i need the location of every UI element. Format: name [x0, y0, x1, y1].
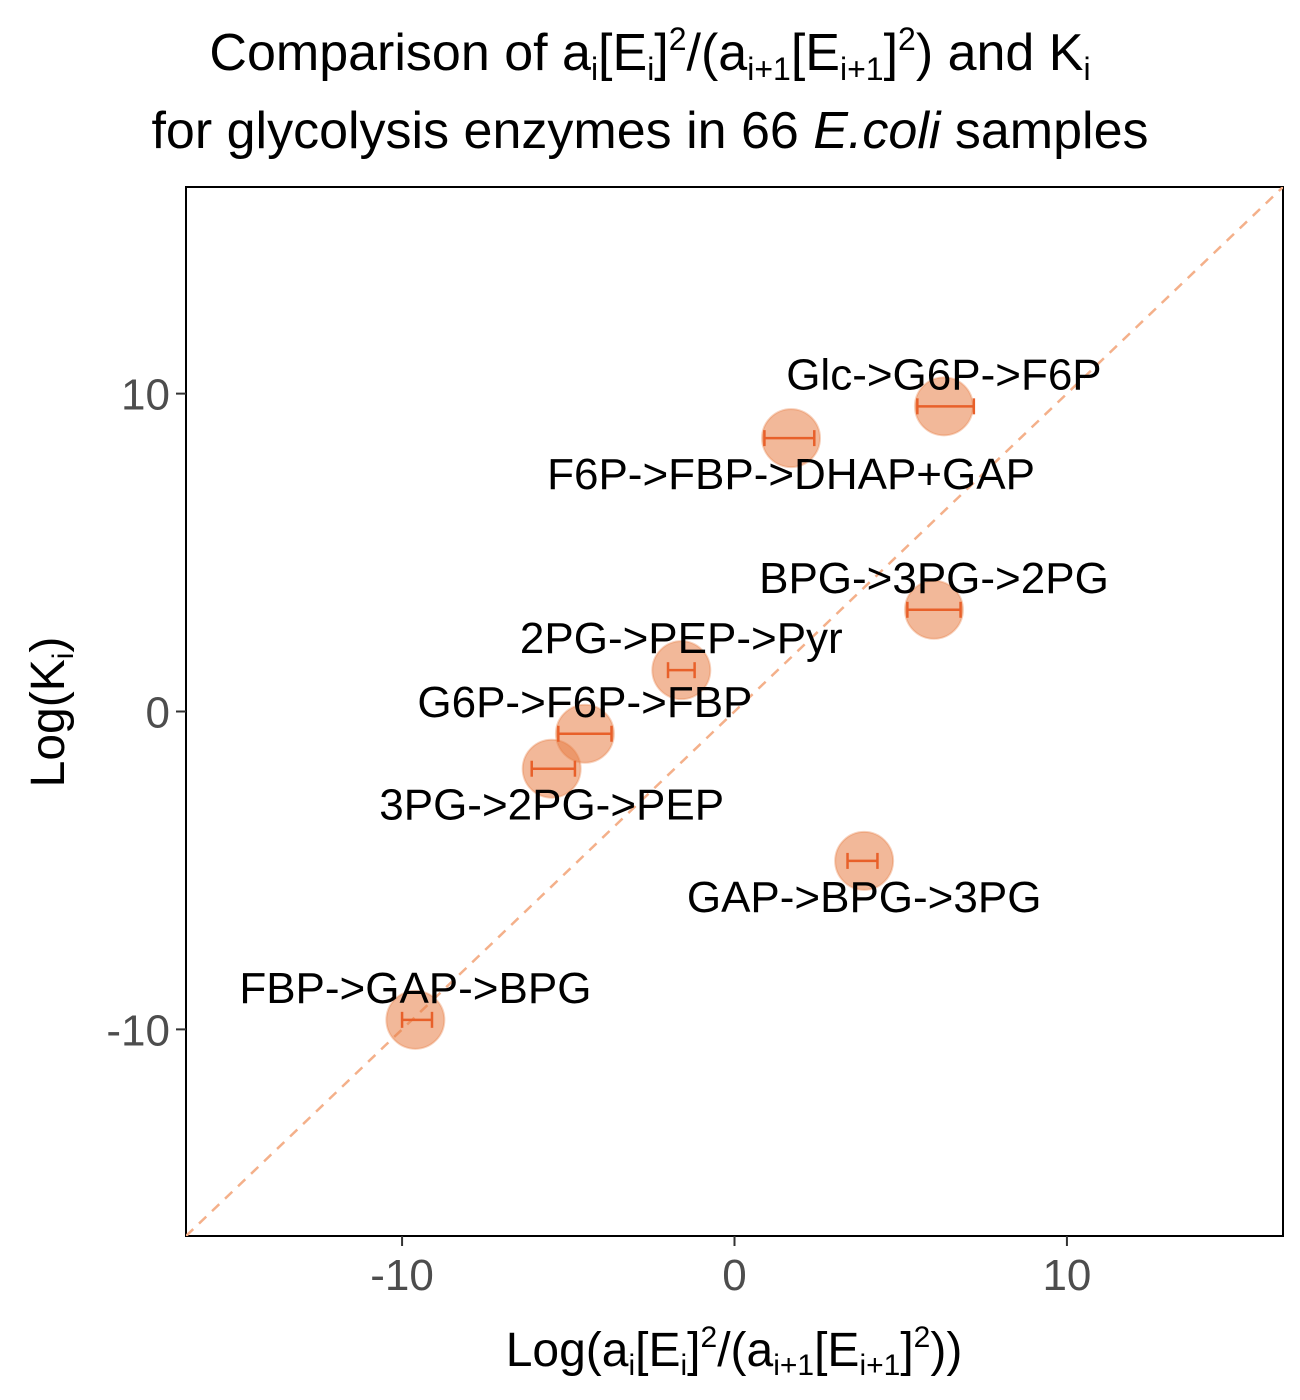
title1-part6: ] [884, 24, 898, 82]
errorbar-gap-bpg-3pg [846, 852, 879, 869]
xlabel-prefix: Log(a [506, 1324, 629, 1377]
title1-sub3: i+1 [747, 51, 791, 87]
xlabel-part4: /(a [717, 1324, 773, 1377]
errorbar-g6p-f6p-fbp [557, 725, 613, 742]
errorbar-bpg-3pg-2pg [906, 601, 962, 618]
xlabel-sub1: i [628, 1349, 635, 1382]
title2-prefix: for glycolysis enzymes in 66 [151, 102, 813, 160]
x-tick-label: 0 [722, 1251, 746, 1300]
errorbar-glc-g6p-f6p [916, 398, 976, 415]
ylabel-prefix: Log(K [22, 659, 75, 787]
title1-sup1: 2 [669, 21, 687, 57]
title2-suffix: samples [940, 102, 1148, 160]
x-tick-label: -10 [370, 1251, 434, 1300]
xlabel-part6: ] [900, 1324, 913, 1377]
title1-sup2: 2 [898, 21, 916, 57]
point-label-fbp-gap-bpg: FBP->GAP->BPG [239, 964, 591, 1013]
title1-prefix: Comparison of a [209, 24, 591, 82]
xlabel-sup1: 2 [701, 1321, 718, 1354]
xlabel-part5: [E [814, 1324, 859, 1377]
chart-title-line1: Comparison of ai[Ei]2/(ai+1[Ei+1]2) and … [209, 21, 1090, 87]
xlabel-part7: )) [930, 1324, 962, 1377]
point-label-glc-g6p-f6p: Glc->G6P->F6P [786, 350, 1101, 399]
xlabel-part3: ] [687, 1324, 700, 1377]
title1-part4: /(a [687, 24, 748, 82]
point-label-bpg-3pg-2pg: BPG->3PG->2PG [759, 554, 1109, 603]
x-tick-label: 10 [1042, 1251, 1091, 1300]
errorbar-fbp-gap-bpg [400, 1011, 434, 1028]
xlabel-sub4: i+1 [859, 1349, 900, 1382]
y-tick-label: 10 [121, 371, 170, 420]
point-label-f6p-fbp-dhap-gap: F6P->FBP->DHAP+GAP [547, 450, 1035, 499]
point-label-g6p-f6p-fbp: G6P->F6P->FBP [417, 678, 752, 727]
xlabel-part2: [E [635, 1324, 680, 1377]
ylabel-suffix: ) [22, 637, 75, 653]
title1-part7: ) and K [916, 24, 1084, 82]
errorbar-3pg-2pg-pep [530, 760, 577, 777]
xlabel-sub3: i+1 [773, 1349, 814, 1382]
x-axis-title: Log(ai[Ei]2/(ai+1[Ei+1]2)) [506, 1321, 963, 1382]
title1-sub4: i+1 [840, 51, 884, 87]
errorbar-2pg-pep-pyr [666, 662, 696, 679]
chart-title-line2: for glycolysis enzymes in 66 E.coli samp… [151, 102, 1148, 160]
y-tick-label: 0 [146, 689, 170, 738]
identity-reference-line [186, 187, 1283, 1236]
title2-italic: E.coli [813, 102, 942, 160]
point-label-2pg-pep-pyr: 2PG->PEP->Pyr [520, 614, 843, 663]
ylabel-sub1: i [47, 653, 80, 660]
errorbar-f6p-fbp-dhap-gap [763, 430, 816, 447]
point-label-3pg-2pg-pep: 3PG->2PG->PEP [379, 781, 724, 830]
title1-sub5: i [1083, 51, 1090, 87]
title1-part2: [E [598, 24, 647, 82]
title1-part5: [E [791, 24, 840, 82]
xlabel-sup2: 2 [914, 1321, 931, 1354]
y-axis-title: Log(Ki) [22, 637, 80, 788]
title1-sub1: i [591, 51, 598, 87]
title1-part3: ] [654, 24, 668, 82]
point-label-gap-bpg-3pg: GAP->BPG->3PG [687, 873, 1042, 922]
title1-sub2: i [647, 51, 654, 87]
xlabel-sub2: i [680, 1349, 687, 1382]
y-tick-label: -10 [106, 1006, 170, 1055]
